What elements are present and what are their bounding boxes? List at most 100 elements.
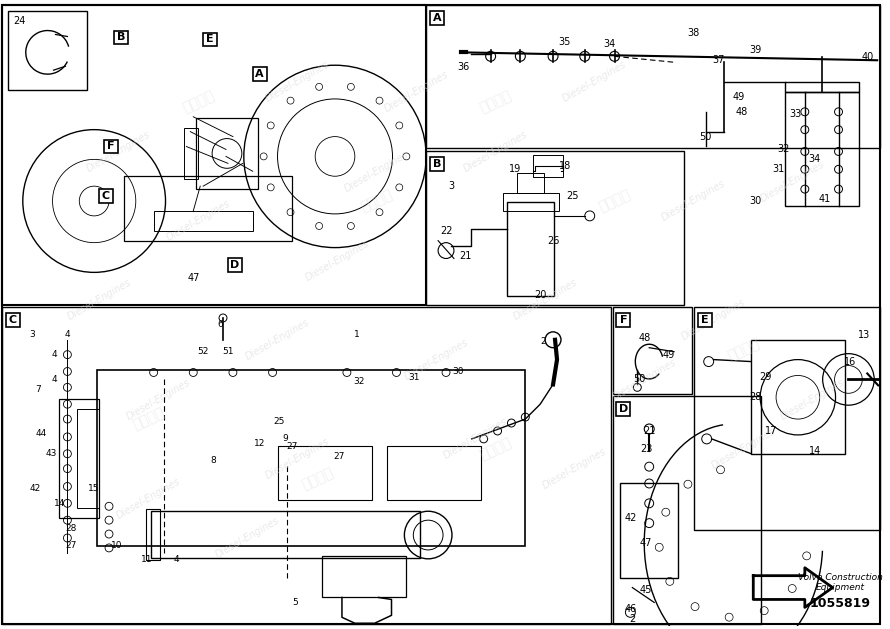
Text: 39: 39 (749, 45, 761, 55)
Text: Diesel-Engines: Diesel-Engines (125, 377, 192, 421)
Text: 柴发动力: 柴发动力 (477, 435, 514, 462)
Text: 47: 47 (187, 274, 199, 283)
Bar (620, 484, 678, 577)
Text: 22: 22 (440, 226, 452, 236)
Bar (694, 307, 880, 530)
Text: 17: 17 (765, 426, 777, 436)
Bar (785, 82, 860, 92)
Bar (184, 128, 198, 179)
Bar (322, 556, 407, 598)
Text: 35: 35 (559, 38, 571, 47)
Text: 4: 4 (65, 330, 70, 339)
Text: 30: 30 (749, 196, 761, 206)
Text: 14: 14 (53, 499, 65, 508)
Text: A: A (255, 69, 264, 79)
Text: 6: 6 (217, 320, 222, 330)
Text: Diesel-Engines: Diesel-Engines (214, 516, 281, 560)
Text: 40: 40 (862, 52, 873, 62)
Text: 19: 19 (509, 164, 522, 174)
Text: 13: 13 (858, 330, 870, 340)
Bar (124, 176, 293, 241)
Text: F: F (619, 315, 627, 325)
Text: 2: 2 (629, 615, 635, 624)
Text: 4: 4 (52, 350, 57, 359)
Text: Diesel-Engines: Diesel-Engines (65, 278, 133, 323)
Text: E: E (701, 315, 708, 325)
Text: Diesel-Engines: Diesel-Engines (541, 446, 609, 491)
Text: 49: 49 (732, 92, 745, 102)
Text: 38: 38 (688, 28, 700, 38)
Text: 28: 28 (66, 523, 77, 533)
Text: 45: 45 (640, 584, 652, 594)
Bar (617, 402, 630, 416)
Bar (386, 446, 481, 500)
Bar (426, 152, 684, 305)
Text: Diesel-Engines: Diesel-Engines (660, 179, 727, 223)
Bar (104, 140, 118, 153)
Text: 柴发动力: 柴发动力 (596, 187, 633, 214)
Text: 20: 20 (534, 290, 546, 300)
Text: 21: 21 (643, 426, 655, 436)
Text: Diesel-Engines: Diesel-Engines (85, 129, 153, 174)
Text: B: B (117, 33, 125, 43)
Text: 32: 32 (353, 377, 365, 386)
Bar (197, 118, 258, 189)
Text: 27: 27 (333, 452, 344, 461)
Text: 52: 52 (198, 347, 209, 356)
Text: 51: 51 (222, 347, 234, 356)
Bar (6, 313, 20, 327)
Text: B: B (433, 159, 441, 169)
Bar (2, 5, 426, 305)
Text: 42: 42 (624, 513, 636, 523)
Text: 24: 24 (13, 16, 26, 26)
Text: Diesel-Engines: Diesel-Engines (303, 238, 371, 283)
Text: F: F (108, 142, 115, 152)
Bar (430, 157, 444, 171)
Text: 14: 14 (809, 446, 821, 456)
Text: 26: 26 (546, 236, 559, 246)
Text: 43: 43 (46, 449, 57, 459)
Bar (203, 33, 217, 47)
Bar (278, 446, 372, 500)
Text: Diesel-Engines: Diesel-Engines (611, 357, 678, 402)
Text: 21: 21 (459, 250, 472, 260)
Text: 50: 50 (633, 374, 645, 384)
Text: Diesel-Engines: Diesel-Engines (165, 199, 232, 243)
Text: 16: 16 (845, 357, 856, 367)
Text: Diesel-Engines: Diesel-Engines (343, 149, 410, 194)
Text: 48: 48 (638, 333, 651, 343)
Text: Diesel-Engines: Diesel-Engines (442, 416, 509, 461)
Text: Equipment: Equipment (816, 582, 865, 592)
Text: 30: 30 (452, 367, 464, 376)
Text: 37: 37 (712, 55, 724, 65)
Text: 3: 3 (28, 330, 35, 339)
Text: 1055819: 1055819 (810, 598, 871, 611)
Text: 15: 15 (88, 484, 100, 493)
Text: 9: 9 (283, 435, 288, 443)
Text: 31: 31 (772, 164, 784, 174)
Bar (77, 409, 99, 508)
Text: 29: 29 (759, 372, 772, 382)
Text: 33: 33 (789, 109, 802, 119)
Text: Diesel-Engines: Diesel-Engines (709, 426, 777, 471)
Text: E: E (206, 35, 214, 45)
Bar (698, 313, 712, 327)
Text: 11: 11 (141, 555, 152, 564)
Text: Diesel-Engines: Diesel-Engines (779, 377, 846, 421)
Text: 50: 50 (700, 131, 712, 142)
Bar (426, 5, 880, 148)
Text: 31: 31 (409, 373, 420, 382)
Text: D: D (619, 404, 628, 414)
Bar (60, 399, 99, 518)
Bar (253, 67, 267, 81)
Text: 4: 4 (52, 375, 57, 384)
Text: 42: 42 (29, 484, 40, 493)
Bar (2, 307, 611, 624)
Text: A: A (433, 13, 441, 23)
Text: Diesel-Engines: Diesel-Engines (383, 70, 450, 114)
Text: 25: 25 (567, 191, 579, 201)
Bar (503, 193, 559, 211)
Text: 47: 47 (640, 538, 652, 548)
Bar (97, 369, 525, 546)
Bar (533, 155, 563, 177)
